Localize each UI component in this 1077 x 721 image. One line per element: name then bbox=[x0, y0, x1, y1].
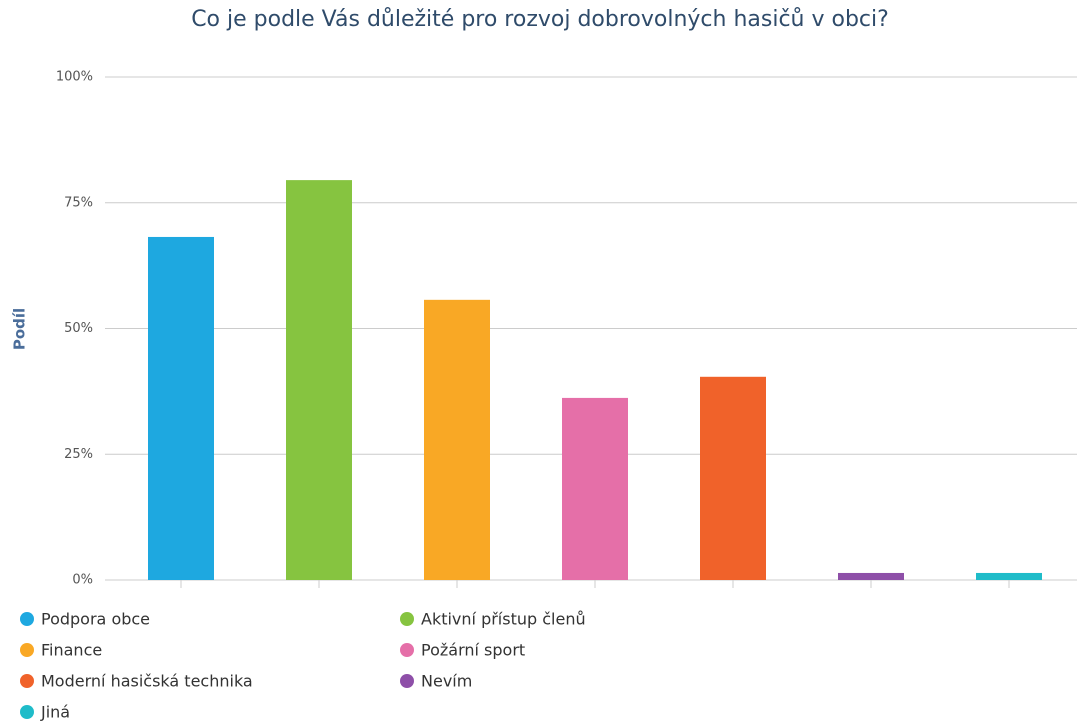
legend-marker bbox=[400, 643, 414, 657]
chart-title: Co je podle Vás důležité pro rozvoj dobr… bbox=[191, 7, 889, 32]
bar bbox=[976, 572, 1042, 580]
bar bbox=[838, 572, 904, 580]
legend-marker bbox=[20, 643, 34, 657]
legend-label: Jiná bbox=[40, 703, 70, 721]
legend-label: Moderní hasičská technika bbox=[41, 672, 253, 691]
legend-label: Finance bbox=[41, 641, 102, 660]
legend-marker bbox=[20, 612, 34, 626]
bar bbox=[700, 376, 766, 580]
legend-marker bbox=[20, 705, 34, 719]
y-tick-label: 50% bbox=[64, 321, 93, 336]
legend-marker bbox=[20, 674, 34, 688]
bar bbox=[148, 236, 214, 581]
y-tick-label: 0% bbox=[72, 573, 93, 588]
y-tick-label: 100% bbox=[56, 70, 93, 85]
legend-label: Podpora obce bbox=[41, 610, 150, 629]
y-axis-label: Podíl bbox=[11, 308, 29, 350]
y-tick-label: 75% bbox=[64, 195, 93, 210]
legend-marker bbox=[400, 674, 414, 688]
bar bbox=[562, 397, 628, 580]
bar bbox=[286, 180, 352, 581]
legend-label: Požární sport bbox=[421, 641, 525, 660]
bar bbox=[424, 299, 490, 580]
legend-marker bbox=[400, 612, 414, 626]
legend-label: Nevím bbox=[421, 672, 472, 691]
legend-label: Aktivní přístup členů bbox=[421, 610, 586, 629]
y-tick-label: 25% bbox=[64, 447, 93, 462]
